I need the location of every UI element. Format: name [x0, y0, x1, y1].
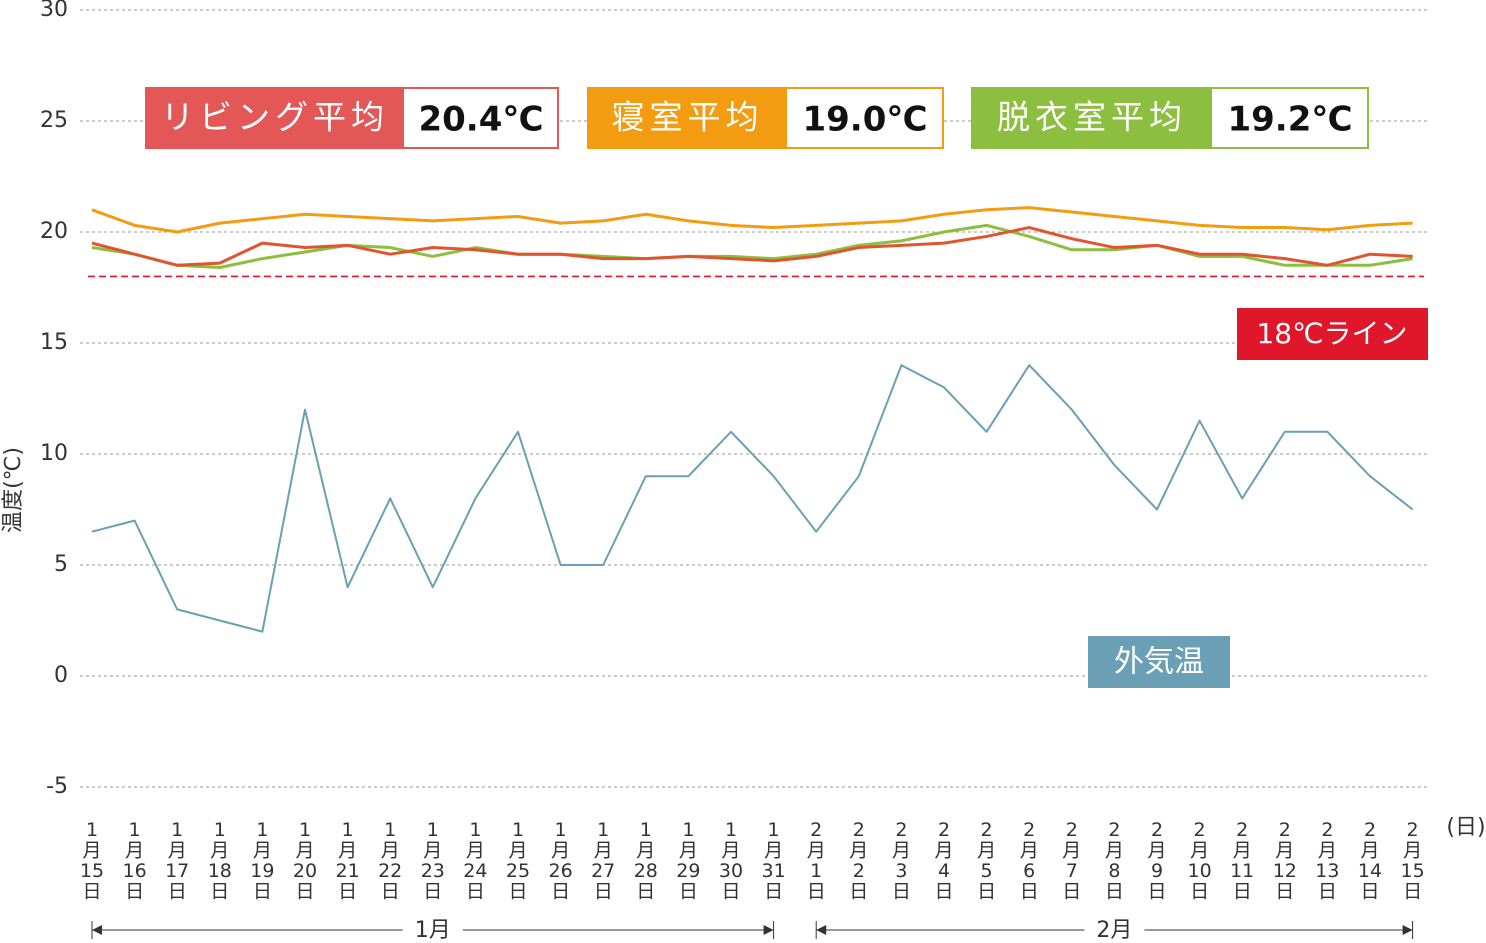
legend-average: 20.4℃	[418, 100, 543, 140]
x-tick-label: 2 月 15 日	[1401, 819, 1425, 903]
x-tick-label: 1 月 29 日	[676, 819, 700, 903]
x-tick-label: 1 月 24 日	[463, 819, 487, 903]
reference-label: 18℃ライン	[1256, 317, 1407, 350]
legend-name: 寝室平均	[612, 98, 764, 137]
legend-name-bg	[146, 88, 404, 148]
series-label: 外気温	[1114, 645, 1204, 680]
x-tick-label: 1 月 15 日	[80, 819, 104, 903]
x-tick-label: 2 月 12 日	[1273, 819, 1297, 903]
y-tick-label: 0	[54, 663, 68, 688]
x-tick-label: 1 月 25 日	[506, 819, 530, 903]
span-label: 2月	[1096, 918, 1132, 943]
x-tick-label: 1 月 31 日	[762, 819, 786, 903]
x-tick-label: 1 月 18 日	[208, 819, 232, 903]
y-tick-label: 5	[54, 552, 68, 577]
x-tick-label: 2 月 13 日	[1315, 819, 1339, 903]
series-line	[91, 223, 1413, 270]
span-label: 1月	[415, 918, 451, 943]
x-tick-label: 1 月 22 日	[378, 819, 402, 903]
series-label-bg	[1088, 636, 1230, 688]
x-tick-label: 2 月 14 日	[1358, 819, 1382, 903]
x-tick-label: 1 月 26 日	[549, 819, 573, 903]
x-tick-label: 1 月 16 日	[123, 819, 147, 903]
legend-name-bg	[588, 88, 787, 148]
x-tick-label: 1 月 19 日	[250, 819, 274, 903]
x-tick-label: 1 月 28 日	[634, 819, 658, 903]
x-tick-label: 2 月 10 日	[1188, 819, 1212, 903]
legend-average: 19.0℃	[802, 100, 927, 140]
x-tick-label: 1 月 23 日	[421, 819, 445, 903]
y-tick-label: 15	[40, 330, 68, 355]
y-axis-label: 温度(℃)	[1, 447, 26, 533]
y-tick-label: -5	[46, 774, 68, 799]
series-line	[91, 226, 1413, 267]
y-tick-label: 10	[40, 441, 68, 466]
x-tick-label: 1 月 27 日	[591, 819, 615, 903]
legend-name: リビング平均	[161, 98, 389, 137]
x-tick-label: 1 月 20 日	[293, 819, 317, 903]
reference-label-bg	[1237, 308, 1428, 360]
y-tick-label: 25	[40, 108, 68, 133]
span-label-bg	[402, 916, 463, 943]
y-tick-label: 20	[40, 219, 68, 244]
series-line	[91, 206, 1413, 234]
series-line	[91, 364, 1414, 633]
x-tick-label: 1 月 17 日	[165, 819, 189, 903]
legend-average: 19.2℃	[1227, 100, 1352, 140]
x-unit: (日)	[1446, 815, 1485, 840]
legend-name-bg	[972, 88, 1212, 148]
y-tick-label: 30	[40, 0, 68, 22]
x-tick-label: 1 月 21 日	[336, 819, 360, 903]
x-tick-label: 1 月 30 日	[719, 819, 743, 903]
legend-name: 脱衣室平均	[997, 98, 1187, 137]
span-label-bg	[1084, 916, 1145, 943]
x-tick-label: 2 月 11 日	[1230, 819, 1254, 903]
